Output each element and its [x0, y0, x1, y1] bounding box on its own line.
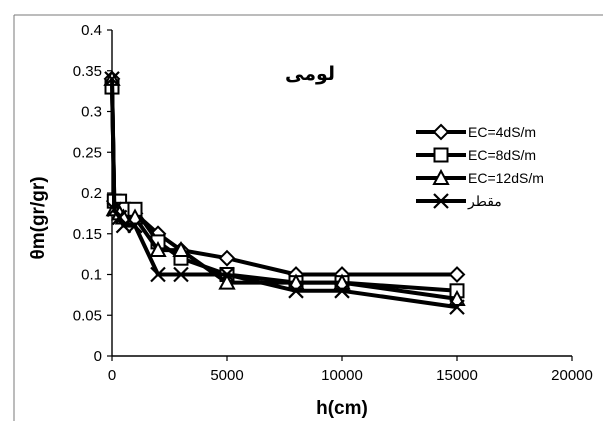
data-point-x	[115, 217, 132, 234]
legend-marker-triangle	[432, 168, 450, 185]
y-tick-label: 0.2	[81, 185, 102, 202]
y-tick-label: 0.4	[81, 22, 102, 39]
data-point-triangle	[172, 240, 190, 258]
legend: EC=4dS/m EC=8dS/m EC=12dS/m مقطر	[416, 123, 544, 210]
y-tick-label: 0	[94, 348, 102, 365]
data-point-x	[219, 266, 235, 283]
data-point-triangle	[287, 273, 305, 290]
series-line	[110, 78, 458, 301]
legend-item: مقطر	[416, 193, 502, 210]
x-axis-title: h(cm)	[316, 398, 368, 419]
series-2	[104, 79, 465, 299]
x-tick-label: 15000	[436, 367, 478, 384]
data-point-x	[127, 217, 143, 234]
series-line	[110, 87, 458, 293]
x-tick-label: 10000	[321, 367, 363, 384]
data-point-triangle	[333, 273, 351, 290]
legend-item: EC=8dS/m	[416, 147, 536, 163]
data-point-triangle	[448, 289, 466, 306]
y-tick-label: 0.3	[81, 104, 102, 121]
legend-label: EC=12dS/m	[468, 170, 544, 186]
data-point-x	[111, 209, 128, 226]
data-point-x	[106, 201, 123, 218]
y-tick-label: 0.15	[73, 226, 102, 243]
legend-item: EC=12dS/m	[416, 168, 544, 186]
legend-label: EC=8dS/m	[468, 147, 536, 163]
legend-marker-diamond	[432, 123, 450, 141]
y-tick-label: 0.05	[73, 307, 102, 324]
x-tick-labels: 0 5000 10000 15000 20000	[108, 367, 593, 384]
y-axis-title: θm(gr/gr)	[28, 176, 49, 259]
x-tick-label: 0	[108, 367, 116, 384]
plot-axes	[107, 29, 573, 361]
y-tick-labels: 0 0.05 0.1 0.15 0.2 0.25 0.3 0.35 0.4	[73, 22, 102, 365]
legend-item: EC=4dS/m	[416, 123, 536, 141]
y-tick-label: 0.1	[81, 267, 102, 284]
data-point-x	[288, 283, 304, 299]
data-point-triangle	[149, 240, 167, 258]
legend-marker-x	[433, 193, 449, 209]
data-point-x	[449, 299, 465, 315]
x-tick-label: 20000	[551, 367, 593, 384]
data-point-diamond	[218, 249, 236, 267]
data-point-triangle	[126, 208, 144, 225]
legend-label: EC=4dS/m	[468, 124, 536, 140]
data-point-triangle	[218, 273, 236, 290]
series-4	[104, 71, 465, 315]
plot-series	[103, 69, 466, 315]
y-tick-label: 0.35	[73, 63, 102, 80]
data-point-x	[173, 266, 189, 283]
chart-title: لومی	[285, 63, 335, 85]
y-tick-label: 0.25	[73, 144, 102, 161]
legend-label: مقطر	[467, 193, 502, 210]
data-point-diamond	[448, 266, 466, 283]
legend-marker-square	[433, 147, 449, 163]
x-tick-label: 5000	[210, 367, 243, 384]
data-point-x	[150, 266, 166, 283]
data-point-x	[334, 283, 350, 299]
data-point-x	[104, 71, 120, 87]
